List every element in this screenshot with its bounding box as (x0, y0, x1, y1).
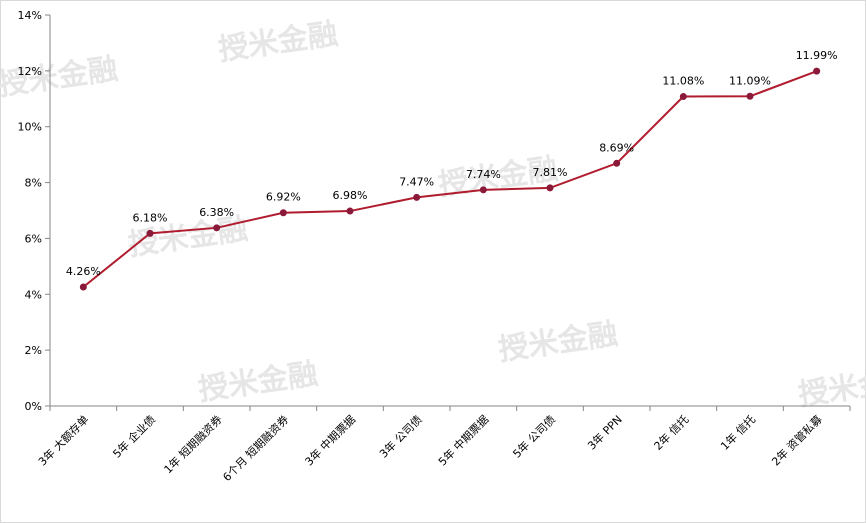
data-label: 7.74% (466, 168, 501, 181)
marker (213, 224, 221, 232)
data-label: 6.98% (333, 189, 368, 202)
marker (813, 67, 821, 75)
y-tick-label: 6% (25, 232, 42, 245)
y-tick-label: 8% (25, 177, 42, 190)
marker (79, 283, 87, 291)
data-label: 11.09% (729, 74, 771, 87)
marker (146, 229, 154, 237)
data-label: 6.18% (133, 211, 168, 224)
y-tick-label: 4% (25, 288, 42, 301)
data-label: 7.47% (399, 175, 434, 188)
marker (679, 93, 687, 101)
data-label: 11.08% (662, 75, 704, 88)
data-label: 6.92% (266, 191, 301, 204)
marker (413, 193, 421, 201)
data-label: 8.69% (599, 141, 634, 154)
marker (279, 209, 287, 217)
y-tick-label: 0% (25, 400, 42, 413)
marker (346, 207, 354, 215)
marker (613, 159, 621, 167)
data-label: 4.26% (66, 265, 101, 278)
marker (479, 186, 487, 194)
y-tick-label: 2% (25, 344, 42, 357)
y-tick-label: 12% (18, 65, 42, 78)
data-label: 6.38% (199, 206, 234, 219)
marker (746, 92, 754, 100)
data-label: 7.81% (533, 166, 568, 179)
y-tick-label: 10% (18, 121, 42, 134)
line (82, 70, 818, 288)
data-label: 11.99% (796, 49, 838, 62)
y-tick-label: 14% (18, 9, 42, 22)
marker (546, 184, 554, 192)
